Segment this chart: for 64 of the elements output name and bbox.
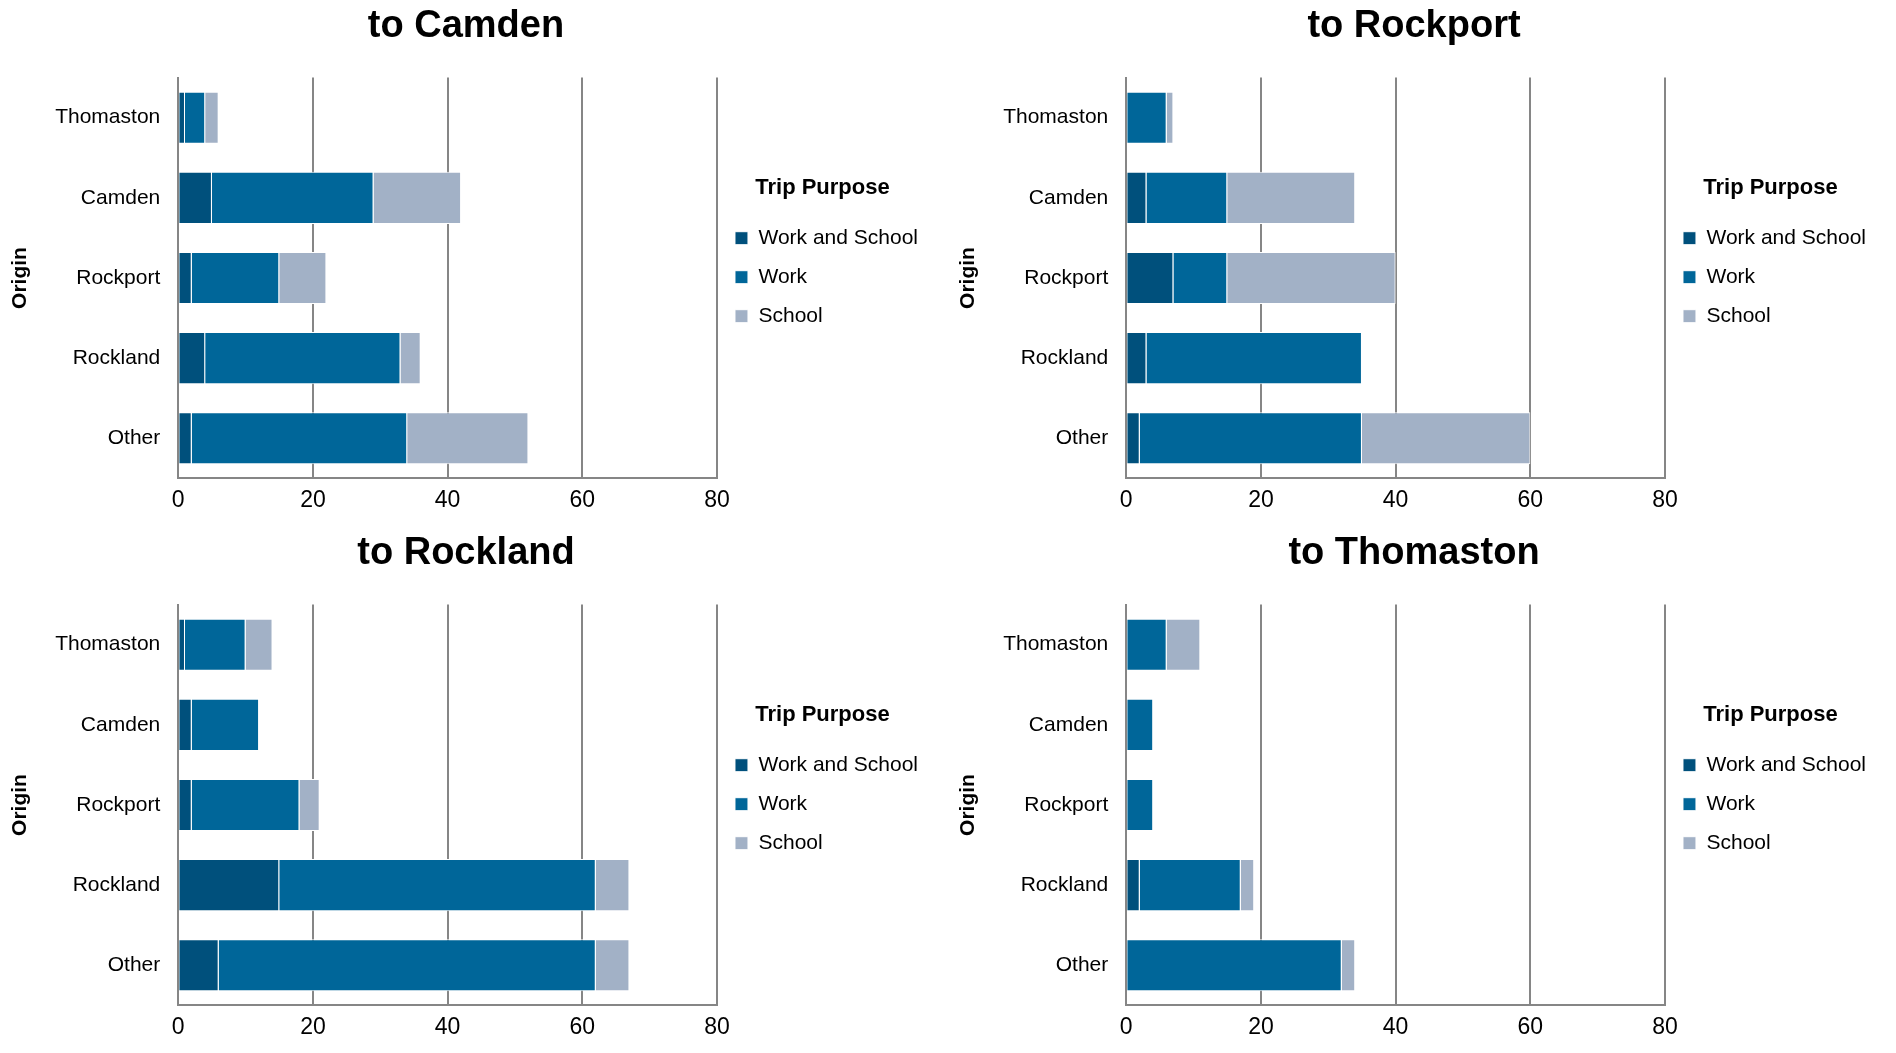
legend-label: Work [758, 791, 808, 814]
y-tick-label: Thomaston [1003, 631, 1109, 655]
y-tick-label: Camden [80, 184, 161, 208]
legend-label: Work and School [758, 752, 918, 775]
y-tick-label: Rockland [1020, 871, 1109, 895]
x-tick-label: 0 [171, 485, 185, 512]
x-tick-label: 0 [1119, 485, 1133, 512]
y-axis-title: Origin [7, 774, 31, 836]
x-tick-label: 40 [1382, 485, 1409, 512]
x-tick-label: 60 [1517, 1012, 1544, 1039]
x-tick-label: 80 [704, 1012, 730, 1039]
y-tick-label: Other [107, 425, 161, 449]
legend-title: Trip Purpose [755, 174, 890, 200]
legend-label: School [758, 303, 823, 326]
x-tick-label: 20 [300, 485, 326, 512]
y-tick-label: Thomaston [55, 631, 161, 655]
legend-title: Trip Purpose [1703, 174, 1838, 200]
legend-label: School [758, 830, 823, 853]
y-tick-label: Rockport [1024, 264, 1109, 288]
x-tick-label: 20 [1248, 1012, 1274, 1039]
legend-label: School [1706, 830, 1771, 853]
y-tick-label: Rockland [72, 871, 161, 895]
legend-label: Work and School [758, 225, 918, 248]
y-tick-label: Other [1055, 952, 1109, 976]
legend-label: Work and School [1706, 752, 1866, 775]
legend-label: Work [1706, 791, 1756, 814]
x-tick-label: 20 [300, 1012, 326, 1039]
x-tick-label: 80 [1652, 485, 1678, 512]
chart-title: to Camden [367, 3, 565, 46]
y-tick-label: Camden [1028, 184, 1109, 208]
y-tick-label: Rockland [1020, 344, 1109, 368]
legend-label: Work and School [1706, 225, 1866, 248]
y-tick-label: Camden [80, 711, 161, 735]
y-tick-label: Other [1055, 425, 1109, 449]
x-tick-label: 80 [704, 485, 730, 512]
y-tick-label: Thomaston [55, 104, 161, 128]
x-tick-label: 60 [569, 485, 596, 512]
x-tick-label: 40 [434, 1012, 461, 1039]
legend-label: Work [758, 264, 808, 287]
y-tick-label: Rockport [1024, 791, 1109, 815]
legend-label: School [1706, 303, 1771, 326]
y-tick-label: Rockport [76, 264, 161, 288]
y-tick-label: Other [107, 952, 161, 976]
chart-title: to Thomaston [1288, 530, 1540, 573]
x-tick-label: 80 [1652, 1012, 1678, 1039]
x-tick-label: 60 [569, 1012, 596, 1039]
x-tick-label: 20 [1248, 485, 1274, 512]
y-tick-label: Rockland [72, 344, 161, 368]
legend-title: Trip Purpose [755, 701, 890, 727]
y-axis-title: Origin [955, 247, 979, 309]
x-tick-label: 40 [1382, 1012, 1409, 1039]
x-tick-label: 0 [171, 1012, 185, 1039]
chart-title: to Rockland [357, 530, 575, 573]
x-tick-label: 0 [1119, 1012, 1133, 1039]
chart-title: to Rockport [1307, 3, 1521, 46]
y-tick-label: Rockport [76, 791, 161, 815]
legend-title: Trip Purpose [1703, 701, 1838, 727]
legend-label: Work [1706, 264, 1756, 287]
y-tick-label: Camden [1028, 711, 1109, 735]
y-tick-label: Thomaston [1003, 104, 1109, 128]
y-axis-title: Origin [955, 774, 979, 836]
x-tick-label: 60 [1517, 485, 1544, 512]
x-tick-label: 40 [434, 485, 461, 512]
y-axis-title: Origin [7, 247, 31, 309]
